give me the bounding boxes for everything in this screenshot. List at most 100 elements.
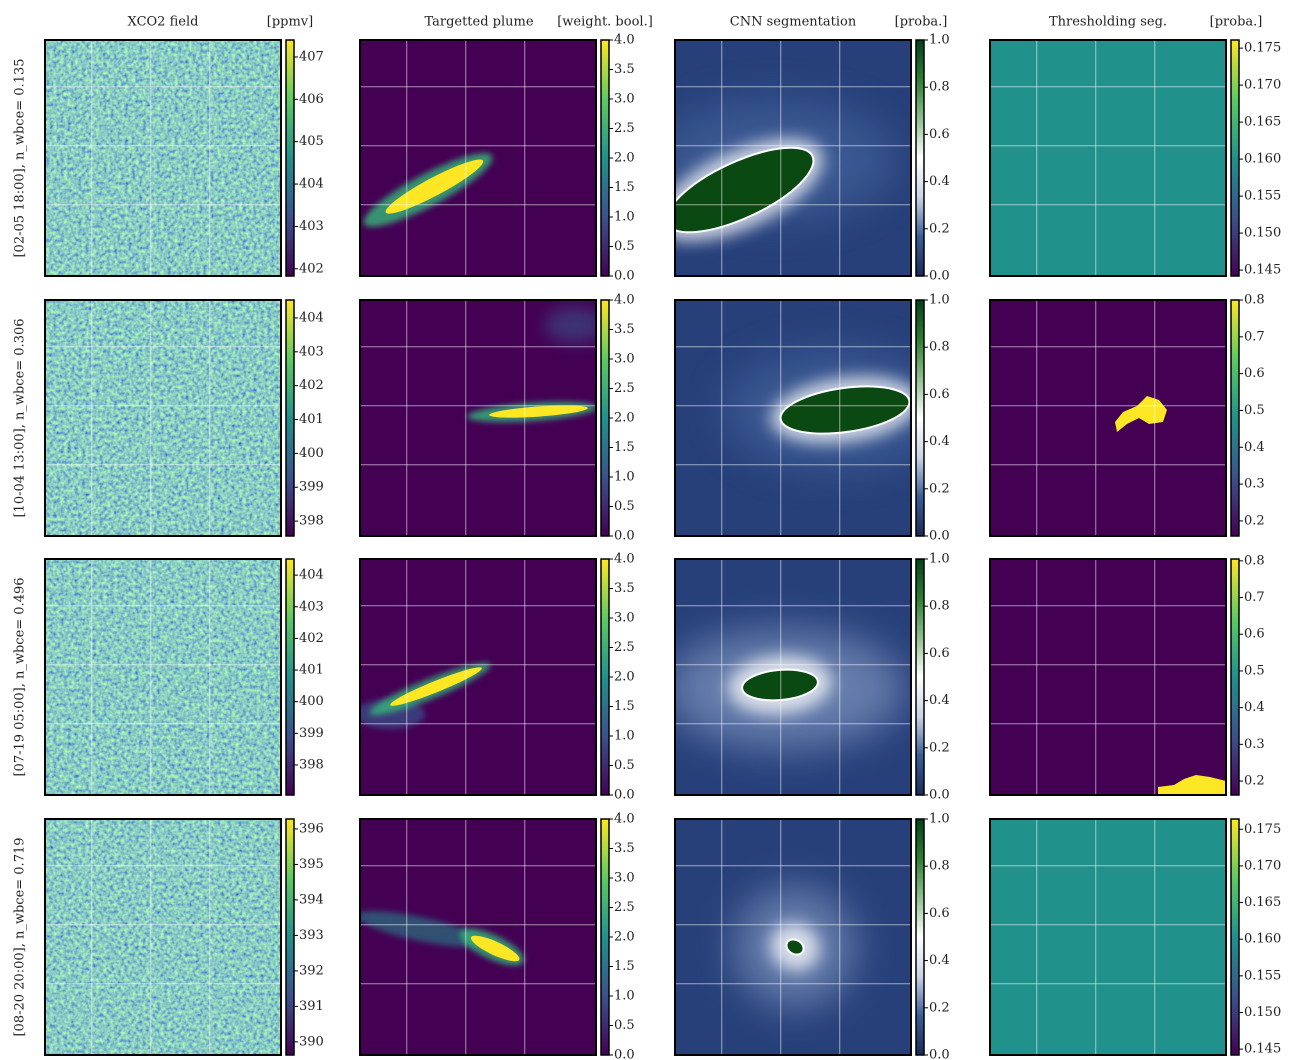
image-texture bbox=[45, 40, 281, 276]
colorbar-tick-label: 403 bbox=[299, 219, 324, 234]
colorbar-tick-label: 0.4 bbox=[929, 174, 950, 189]
plume-core bbox=[390, 667, 482, 706]
colorbar-tick-label: 0.4 bbox=[1244, 700, 1265, 715]
colorbar-tick-label: 0.2 bbox=[1244, 774, 1265, 789]
panel-frame bbox=[359, 818, 597, 1056]
colorbar-tick-label: 398 bbox=[299, 757, 324, 772]
panel: 0.145 0.150 0.155 0.160 0.165 0.170 0.175 bbox=[989, 818, 1281, 1057]
colorbar-tick-label: 0.5 bbox=[614, 1018, 635, 1033]
panel: 390 391 392 393 394 395 396 bbox=[44, 818, 324, 1056]
panel: 0.0 0.2 0.4 0.6 0.8 1.0 bbox=[674, 33, 950, 284]
colorbar-tick-label: 3.5 bbox=[614, 581, 635, 596]
image bbox=[360, 300, 596, 536]
faint bbox=[545, 307, 596, 343]
colorbar-tick-label: 0.8 bbox=[929, 859, 950, 874]
faint bbox=[360, 911, 484, 947]
colorbar-tick-label: 3.5 bbox=[614, 322, 635, 337]
colorbar-tick-label: 396 bbox=[299, 821, 324, 836]
colorbar-tick-label: 1.0 bbox=[614, 729, 635, 744]
colorbar-tick-label: 3.0 bbox=[614, 611, 635, 626]
colorbar-tick-label: 0.6 bbox=[929, 387, 950, 402]
colorbar-tick-label: 2.0 bbox=[614, 411, 635, 426]
colorbar-tick-label: 0.175 bbox=[1244, 822, 1281, 837]
colorbar-tick-label: 0.165 bbox=[1244, 895, 1281, 910]
colorbar-tick-label: 0.5 bbox=[1244, 403, 1265, 418]
colorbar-tick-label: 1.0 bbox=[929, 552, 950, 567]
colorbar-tick-label: 400 bbox=[299, 694, 324, 709]
colorbar-tick-label: 2.0 bbox=[614, 670, 635, 685]
colorbar-tick-label: 1.5 bbox=[614, 959, 635, 974]
colorbar-tick-label: 0.150 bbox=[1244, 226, 1281, 241]
colorbar bbox=[600, 818, 610, 1056]
colorbar-tick-label: 0.6 bbox=[1244, 366, 1265, 381]
colorbar-tick-label: 0.8 bbox=[929, 80, 950, 95]
image-background bbox=[990, 559, 1226, 795]
row-label: [02-05 18:00], n_wbce= 0.135 bbox=[13, 58, 28, 257]
colorbar bbox=[285, 39, 295, 277]
image bbox=[990, 559, 1226, 795]
colorbar-tick-label: 1.0 bbox=[614, 989, 635, 1004]
row-label: [10-04 13:00], n_wbce= 0.306 bbox=[13, 318, 28, 517]
colorbar-tick-label: 0.170 bbox=[1244, 858, 1281, 873]
colorbar-tick-label: 4.0 bbox=[614, 33, 635, 48]
colorbar-tick-label: 0.3 bbox=[1244, 737, 1265, 752]
colorbar-tick-label: 0.6 bbox=[929, 127, 950, 142]
colorbar bbox=[600, 299, 610, 537]
image bbox=[990, 300, 1226, 536]
colorbar-tick-label: 0.4 bbox=[1244, 440, 1265, 455]
plume-core bbox=[489, 405, 588, 418]
colorbar-tick-label: 3.5 bbox=[614, 62, 635, 77]
colorbar-tick-label: 390 bbox=[299, 1034, 324, 1049]
colorbar-tick-label: 0.6 bbox=[929, 906, 950, 921]
colorbar-tick-label: 0.0 bbox=[614, 269, 635, 284]
colorbar-tick-label: 2.0 bbox=[614, 930, 635, 945]
colorbar-tick-label: 2.5 bbox=[614, 121, 635, 136]
row-label: [08-20 20:00], n_wbce= 0.719 bbox=[13, 837, 28, 1036]
colorbar-tick-label: 0.7 bbox=[1244, 329, 1265, 344]
panel-frame bbox=[674, 299, 912, 537]
colorbar-tick-label: 392 bbox=[299, 963, 324, 978]
colorbar-tick-label: 404 bbox=[299, 310, 324, 325]
panel: 0.0 0.2 0.4 0.6 0.8 1.0 bbox=[674, 812, 950, 1060]
colorbar-tick-label: 4.0 bbox=[614, 812, 635, 827]
colorbar-tick-label: 0.145 bbox=[1244, 1042, 1281, 1057]
panel: 398 399 400 401 402 403 404 bbox=[44, 299, 324, 537]
colorbar-tick-label: 0.0 bbox=[614, 529, 635, 544]
colorbar bbox=[1230, 299, 1240, 537]
colorbar-tick-label: 404 bbox=[299, 177, 324, 192]
colorbar-tick-label: 1.0 bbox=[614, 210, 635, 225]
colorbar-tick-label: 403 bbox=[299, 599, 324, 614]
colorbar-tick-label: 399 bbox=[299, 726, 324, 741]
panel-frame bbox=[989, 818, 1227, 1056]
image bbox=[45, 559, 281, 795]
colorbar-tick-label: 0.8 bbox=[929, 599, 950, 614]
colorbar-tick-label: 2.5 bbox=[614, 381, 635, 396]
colorbar-tick-label: 2.5 bbox=[614, 900, 635, 915]
colorbar bbox=[1230, 818, 1240, 1056]
panel-frame bbox=[674, 818, 912, 1056]
colorbar-tick-label: 0.160 bbox=[1244, 932, 1281, 947]
colorbar-tick-label: 403 bbox=[299, 344, 324, 359]
colorbar-tick-label: 400 bbox=[299, 446, 324, 461]
plume-core bbox=[385, 159, 484, 214]
colorbar-tick-label: 0.5 bbox=[614, 239, 635, 254]
panel: 0.0 0.5 1.0 1.5 2.0 2.5 3.0 3.5 4.0 bbox=[359, 552, 635, 803]
colorbar-tick-label: 1.0 bbox=[929, 812, 950, 827]
colorbar bbox=[285, 558, 295, 796]
column-unit: [proba.] bbox=[1210, 15, 1263, 30]
plume-core bbox=[470, 935, 520, 962]
colorbar-tick-label: 0.155 bbox=[1244, 189, 1281, 204]
colorbar-tick-label: 3.0 bbox=[614, 92, 635, 107]
colorbar-tick-label: 391 bbox=[299, 999, 324, 1014]
panel-frame bbox=[674, 558, 912, 796]
colorbar bbox=[1230, 39, 1240, 277]
panel-frame bbox=[44, 558, 282, 796]
image-texture bbox=[45, 300, 281, 536]
panel: 0.2 0.3 0.4 0.5 0.6 0.7 0.8 bbox=[989, 293, 1265, 537]
image bbox=[45, 819, 281, 1055]
image bbox=[45, 300, 281, 536]
segment bbox=[1115, 396, 1167, 432]
colorbar-tick-label: 1.5 bbox=[614, 180, 635, 195]
colorbar-tick-label: 1.0 bbox=[929, 33, 950, 48]
colorbar-tick-label: 0.165 bbox=[1244, 115, 1281, 130]
